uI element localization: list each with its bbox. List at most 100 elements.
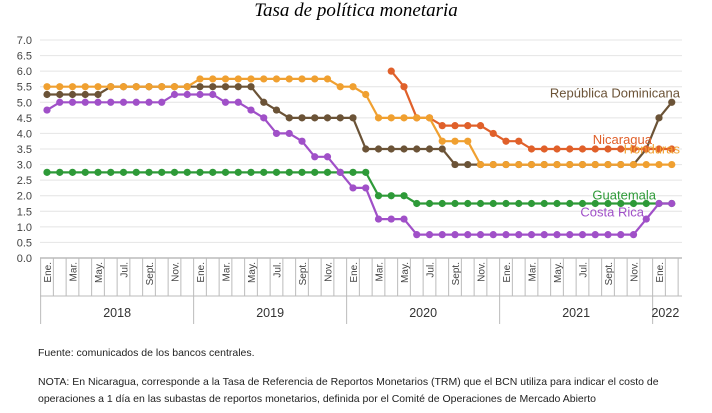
data-point xyxy=(362,145,370,153)
data-point xyxy=(68,168,77,176)
data-point xyxy=(425,199,434,208)
data-point xyxy=(209,75,217,83)
data-point xyxy=(68,83,77,91)
y-tick-label: 5.0 xyxy=(17,97,32,109)
data-point xyxy=(349,114,357,122)
data-point xyxy=(655,114,663,122)
data-point xyxy=(145,98,153,106)
data-point xyxy=(553,145,561,153)
data-point xyxy=(81,83,89,91)
data-point xyxy=(527,160,536,169)
y-tick-label: 2.5 xyxy=(17,175,32,187)
data-point xyxy=(502,231,510,239)
data-point xyxy=(323,153,332,161)
footnote: NOTA: En Nicaragua, corresponde a la Tas… xyxy=(38,376,659,405)
data-point xyxy=(566,160,574,169)
x-tick-label: May. xyxy=(400,262,411,283)
source-note: Fuente: comunicados de los bancos centra… xyxy=(38,347,255,359)
data-point xyxy=(515,160,523,169)
data-point xyxy=(668,98,676,106)
data-point xyxy=(311,153,319,161)
data-point xyxy=(527,231,536,239)
data-point xyxy=(591,145,599,153)
data-point xyxy=(387,192,395,200)
data-point xyxy=(247,83,255,91)
data-point xyxy=(336,83,344,91)
y-tick-label: 4.5 xyxy=(17,113,32,125)
data-point xyxy=(451,137,459,145)
data-point xyxy=(107,83,115,91)
data-point xyxy=(43,90,51,99)
data-point xyxy=(349,168,357,176)
data-point xyxy=(629,199,638,208)
data-point xyxy=(196,168,204,176)
series-label: República Dominicana xyxy=(550,85,681,100)
data-point xyxy=(209,83,217,91)
data-point xyxy=(629,231,638,239)
data-point xyxy=(196,75,204,83)
data-point xyxy=(94,83,102,91)
data-point xyxy=(323,75,332,83)
data-point xyxy=(578,145,587,153)
data-point xyxy=(272,129,281,138)
data-point xyxy=(604,160,612,169)
data-point xyxy=(515,231,523,239)
x-tick-label: Sept. xyxy=(451,262,462,285)
data-point xyxy=(617,231,625,239)
data-point xyxy=(642,145,650,153)
data-point xyxy=(413,231,421,239)
data-point xyxy=(387,215,395,223)
series-label: Costa Rica xyxy=(580,205,644,220)
data-point xyxy=(145,83,153,91)
data-point xyxy=(272,106,281,114)
x-tick-label: May. xyxy=(94,262,105,283)
data-point xyxy=(387,67,395,75)
y-tick-label: 4.0 xyxy=(17,128,32,140)
data-point xyxy=(247,168,255,176)
data-point xyxy=(451,231,459,239)
data-point xyxy=(591,199,599,208)
data-point xyxy=(566,199,574,208)
x-tick-label: Ene. xyxy=(43,262,54,283)
data-point xyxy=(158,168,166,176)
data-point xyxy=(119,168,128,176)
data-point xyxy=(183,83,191,91)
data-point xyxy=(145,168,153,176)
data-point xyxy=(119,98,128,106)
y-tick-label: 3.5 xyxy=(17,144,32,156)
y-tick-label: 1.0 xyxy=(17,222,32,234)
x-tick-label: Sept. xyxy=(145,262,156,285)
data-point xyxy=(221,98,230,106)
data-point xyxy=(247,106,255,114)
data-point xyxy=(221,168,230,176)
data-point xyxy=(285,129,293,138)
data-point xyxy=(374,145,383,153)
data-point xyxy=(527,199,536,208)
x-tick-label: Ene. xyxy=(196,262,207,283)
data-point xyxy=(413,199,421,208)
data-point xyxy=(591,160,599,169)
data-point xyxy=(655,199,663,208)
data-point xyxy=(489,129,497,138)
y-tick-label: 6.5 xyxy=(17,51,32,63)
data-point xyxy=(668,199,676,208)
data-point xyxy=(311,75,319,83)
data-point xyxy=(81,98,89,106)
y-tick-label: 6.0 xyxy=(17,66,32,78)
year-label: 2021 xyxy=(562,306,590,320)
data-point xyxy=(336,168,344,176)
data-point xyxy=(540,231,548,239)
data-point xyxy=(604,199,612,208)
data-point xyxy=(476,231,485,239)
data-point xyxy=(43,106,51,114)
data-point xyxy=(298,114,306,122)
data-point xyxy=(540,199,548,208)
year-label: 2022 xyxy=(651,306,679,320)
data-point xyxy=(553,231,561,239)
data-point xyxy=(464,137,472,145)
data-point xyxy=(285,75,293,83)
series-label: Nicaragua xyxy=(593,132,653,147)
data-point xyxy=(668,145,676,153)
